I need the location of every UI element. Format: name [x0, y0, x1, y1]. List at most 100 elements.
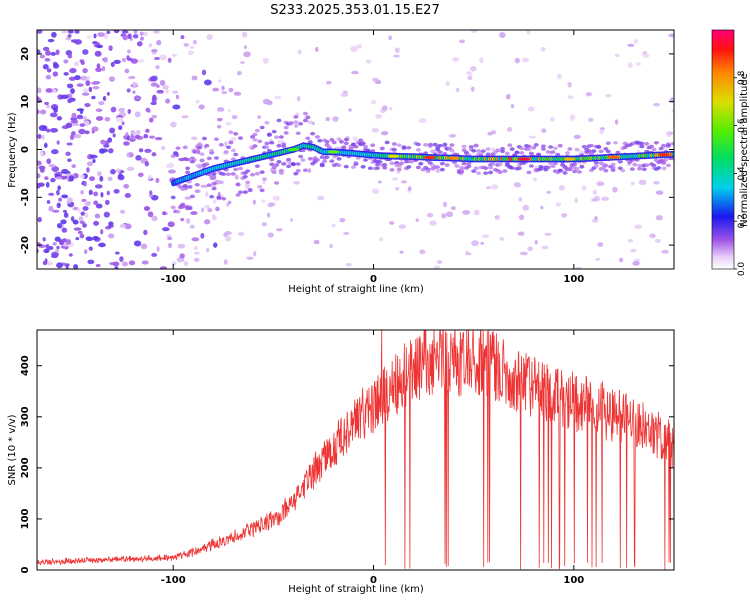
spectrogram-cell	[224, 141, 228, 147]
spectrogram-peak-cell	[517, 157, 530, 161]
spectrogram-cell	[47, 38, 55, 43]
spectrogram-cell	[274, 163, 280, 167]
spectrogram-cell	[203, 79, 212, 86]
spectrogram-cell	[37, 109, 40, 115]
spectrogram-cell	[121, 121, 125, 126]
spectrogram-cell	[197, 165, 203, 169]
spectrogram-cell	[536, 152, 542, 157]
spectrogram-cell	[439, 167, 445, 172]
spectrogram-cell	[74, 75, 81, 81]
spectrogram-cell	[89, 176, 96, 182]
spectrogram-peak-cell	[607, 155, 620, 159]
spectrogram-cell	[66, 142, 73, 146]
spectrogram-cell	[189, 159, 195, 164]
spectrogram-cell	[505, 93, 511, 100]
spectrogram-cell	[107, 224, 114, 228]
spectrogram-cell	[117, 174, 125, 181]
spectrogram-cell	[93, 33, 97, 39]
spectrogram-cell	[418, 118, 427, 124]
spectrogram-cell	[314, 135, 320, 139]
spectrogram-cell	[506, 127, 513, 132]
spectrogram-cell	[533, 143, 539, 147]
spectrogram-cell	[331, 140, 337, 145]
colorbar-gradient	[711, 29, 735, 270]
spectrogram-cell	[541, 245, 549, 250]
spectrogram-cell	[194, 149, 200, 154]
spectrogram-cell	[106, 91, 110, 96]
spectrogram-cell	[254, 164, 260, 168]
spectrogram-cell	[56, 189, 60, 196]
spectrogram-cell	[82, 116, 88, 121]
spectrogram-cell	[73, 134, 82, 139]
spectrogram-cell	[98, 148, 106, 154]
spectrogram-cell	[124, 68, 130, 74]
spectrogram-cell	[307, 140, 313, 144]
spectrogram-cell	[93, 220, 100, 226]
spectrogram-cell	[378, 237, 384, 242]
spectrogram-cell	[209, 148, 215, 153]
spectrogram-cell	[37, 160, 42, 166]
spectrogram-cell	[588, 151, 594, 156]
spectrogram-cell	[162, 211, 167, 216]
spectrogram-cell	[216, 117, 223, 122]
spectrogram-cell	[98, 101, 105, 106]
spectrogram-cell	[313, 239, 320, 245]
spectrogram-cell	[45, 181, 50, 188]
spectrogram-cell	[96, 63, 101, 69]
spectrogram-cell	[49, 112, 58, 118]
spectrogram-cell	[532, 177, 538, 182]
spectrogram-cell	[627, 43, 635, 47]
spectrogram-cell	[644, 163, 650, 167]
snr-x-tick-label: 100	[563, 575, 584, 586]
spectrogram-cell	[661, 161, 667, 165]
spectrogram-cell	[82, 49, 89, 55]
spectrogram-cell	[72, 219, 79, 225]
spectrogram-cell	[509, 166, 515, 170]
spectrogram-cell	[93, 200, 99, 206]
spectrogram-cell	[121, 261, 129, 267]
spectrogram-cell	[45, 104, 51, 109]
spectrogram-cell	[156, 39, 162, 46]
spectrogram-cell	[442, 142, 448, 147]
spectrogram-cell	[57, 185, 61, 191]
spectrogram-cell	[226, 145, 232, 150]
spectrogram-cell	[137, 172, 144, 178]
spectrogram-cell	[233, 152, 239, 157]
snr-y-tick-label: 0	[20, 566, 31, 573]
spectrogram-cell	[167, 57, 172, 63]
spectrogram-cell	[88, 86, 93, 93]
spectrogram-cell	[242, 174, 248, 179]
spectrogram-cell	[189, 224, 195, 229]
spectrogram-cell	[439, 161, 445, 166]
spectrogram-cell	[238, 166, 244, 171]
spectrogram-cell	[199, 152, 205, 156]
spectrogram-cell	[52, 242, 57, 246]
spectrogram-cell	[110, 168, 116, 175]
spectrogram-cell	[595, 257, 601, 261]
spectrogram-cell	[483, 166, 489, 171]
spectrogram-cell	[209, 194, 215, 199]
spectrogram-cell	[427, 142, 433, 147]
spectrogram-cell	[86, 167, 90, 173]
spectrogram-cell	[548, 161, 554, 166]
spectrogram-cell	[329, 159, 335, 163]
spectrogram-cell	[124, 223, 132, 230]
spectrogram-cell	[110, 61, 115, 68]
colorbar-tick-label: 0.2	[737, 214, 747, 228]
spectrogram-cell	[572, 169, 578, 174]
spectrogram-cell	[259, 125, 265, 130]
spectrogram-cell	[367, 166, 373, 171]
spectrogram-cell	[56, 202, 61, 209]
spectrogram-cell	[570, 116, 574, 122]
spectrogram-cell	[115, 251, 120, 255]
spectrogram-cell	[302, 111, 308, 116]
spectrogram-cell	[395, 187, 400, 191]
spectrogram-cell	[666, 131, 672, 137]
spectrogram-cell	[137, 59, 145, 63]
spectrogram-cell	[203, 219, 211, 225]
spectrogram-cell	[122, 34, 129, 41]
spectrogram-cell	[630, 181, 636, 186]
spectrogram-cell	[473, 166, 479, 171]
